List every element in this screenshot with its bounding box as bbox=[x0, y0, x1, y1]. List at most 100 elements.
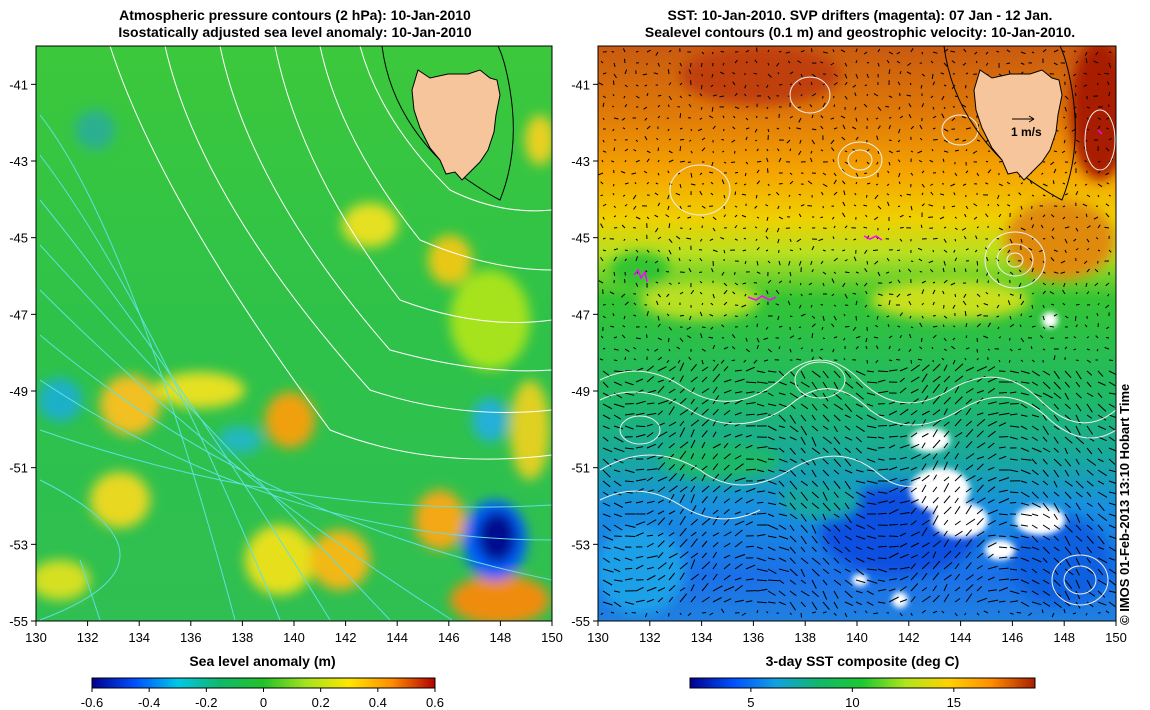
velocity-vector bbox=[767, 403, 777, 407]
velocity-vector bbox=[1031, 491, 1039, 499]
right-title-line2: Sealevel contours (0.1 m) and geostrophi… bbox=[644, 24, 1076, 40]
velocity-vector bbox=[888, 410, 898, 416]
velocity-vector bbox=[1106, 182, 1110, 185]
velocity-vector bbox=[643, 106, 648, 110]
velocity-vector bbox=[646, 575, 656, 581]
velocity-vector bbox=[657, 574, 666, 581]
velocity-vector bbox=[723, 542, 731, 548]
velocity-vector bbox=[1009, 238, 1013, 244]
velocity-vector bbox=[710, 84, 714, 88]
velocity-vector bbox=[800, 436, 806, 445]
velocity-vector bbox=[921, 463, 927, 471]
velocity-vector bbox=[1075, 590, 1081, 600]
lat-tick-label: -47 bbox=[9, 307, 28, 322]
sla-colorbar-title: Sea level anomaly (m) bbox=[189, 653, 336, 669]
velocity-vector bbox=[951, 117, 956, 122]
velocity-vector bbox=[744, 93, 747, 97]
velocity-vector bbox=[833, 257, 838, 262]
velocity-vector bbox=[712, 597, 722, 603]
velocity-vector bbox=[679, 183, 682, 189]
velocity-vector bbox=[1020, 414, 1028, 417]
velocity-vector bbox=[1053, 447, 1059, 453]
pressure-contour bbox=[39, 289, 453, 621]
velocity-vector bbox=[679, 562, 688, 570]
velocity-vector bbox=[646, 510, 654, 515]
lat-tick-label: -49 bbox=[571, 384, 590, 399]
velocity-vector bbox=[767, 370, 777, 373]
pressure-contour bbox=[39, 334, 552, 581]
velocity-vector bbox=[668, 572, 676, 581]
velocity-vector bbox=[1041, 609, 1044, 614]
velocity-vector bbox=[965, 323, 968, 328]
velocity-vector bbox=[866, 117, 869, 121]
velocity-vector bbox=[888, 150, 894, 154]
velocity-vector bbox=[965, 584, 974, 592]
velocity-vector bbox=[712, 509, 719, 515]
velocity-vector bbox=[886, 193, 890, 196]
velocity-vector bbox=[743, 183, 747, 186]
velocity-vector bbox=[877, 458, 885, 461]
velocity-vector bbox=[899, 387, 907, 394]
velocity-vector bbox=[965, 205, 969, 210]
velocity-vector bbox=[1075, 524, 1082, 531]
velocity-vector bbox=[712, 585, 723, 592]
velocity-vector bbox=[1053, 381, 1061, 390]
velocity-vector bbox=[844, 259, 848, 262]
velocity-vector bbox=[744, 172, 747, 177]
velocity-vector bbox=[646, 348, 650, 351]
velocity-vector bbox=[1019, 324, 1022, 328]
eddy-contour bbox=[996, 243, 1034, 277]
velocity-vector bbox=[646, 365, 655, 372]
velocity-vector bbox=[756, 490, 766, 493]
velocity-vector bbox=[775, 303, 780, 306]
velocity-vector bbox=[985, 62, 989, 66]
velocity-vector bbox=[888, 466, 898, 471]
velocity-vector bbox=[954, 431, 963, 438]
velocity-vector bbox=[767, 480, 777, 485]
velocity-vector bbox=[719, 95, 725, 98]
velocity-vector bbox=[766, 106, 769, 110]
velocity-vector bbox=[679, 314, 684, 317]
velocity-vector bbox=[778, 502, 787, 507]
velocity-vector bbox=[1042, 535, 1051, 541]
velocity-vector bbox=[701, 561, 711, 570]
velocity-vector bbox=[910, 453, 922, 460]
velocity-vector bbox=[1097, 370, 1104, 377]
velocity-vector bbox=[818, 356, 824, 361]
velocity-vector bbox=[1108, 249, 1112, 253]
velocity-vector bbox=[1053, 436, 1059, 444]
velocity-vector bbox=[1075, 216, 1079, 219]
sla-patch bbox=[342, 203, 398, 247]
velocity-vector bbox=[657, 431, 668, 438]
velocity-vector bbox=[668, 485, 678, 493]
velocity-vector bbox=[1108, 447, 1116, 452]
velocity-vector bbox=[646, 468, 658, 471]
velocity-vector bbox=[697, 128, 703, 132]
velocity-vector bbox=[734, 369, 742, 372]
velocity-vector bbox=[1030, 216, 1033, 220]
velocity-vector bbox=[776, 127, 780, 130]
velocity-vector bbox=[1097, 436, 1107, 442]
velocity-vector bbox=[920, 84, 923, 89]
velocity-vector bbox=[1020, 480, 1028, 484]
velocity-vector bbox=[613, 502, 624, 508]
velocity-vector bbox=[831, 278, 835, 284]
velocity-vector bbox=[668, 49, 672, 53]
velocity-vector bbox=[899, 214, 904, 218]
velocity-vector bbox=[778, 50, 782, 53]
velocity-vector bbox=[789, 172, 793, 175]
velocity-vector bbox=[613, 557, 621, 562]
velocity-vector bbox=[943, 84, 947, 87]
velocity-vector bbox=[888, 535, 899, 537]
velocity-vector bbox=[998, 498, 1010, 504]
velocity-vector bbox=[688, 69, 692, 75]
velocity-vector bbox=[1083, 84, 1088, 87]
velocity-vector bbox=[943, 483, 950, 493]
velocity-vector bbox=[712, 359, 716, 362]
velocity-vector bbox=[744, 260, 747, 265]
velocity-vector bbox=[899, 335, 902, 339]
velocity-vector bbox=[789, 414, 797, 424]
velocity-vector bbox=[1097, 447, 1103, 454]
velocity-vector bbox=[800, 590, 810, 597]
velocity-vector bbox=[833, 480, 841, 490]
